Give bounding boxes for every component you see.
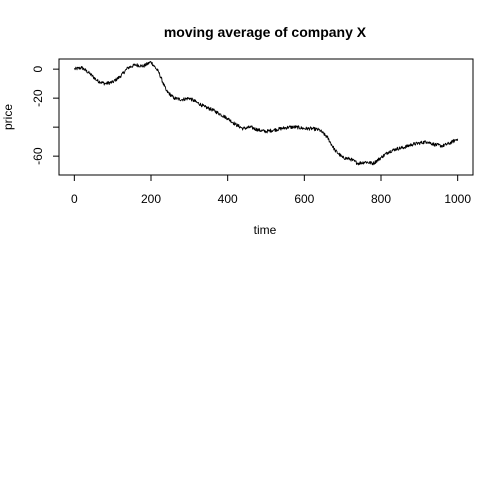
y-axis: 0 -20 -60 [31, 65, 60, 165]
x-axis-label: time [254, 223, 277, 237]
x-tick-label: 600 [294, 192, 314, 206]
x-tick-label: 800 [371, 192, 391, 206]
x-tick-label: 1000 [444, 192, 471, 206]
series-layer [73, 61, 459, 166]
x-axis: 0 200 400 600 800 1000 [71, 174, 471, 206]
x-tick-label: 200 [141, 192, 161, 206]
y-tick-label: 0 [31, 65, 45, 72]
chart-title: moving average of company X [164, 24, 367, 40]
x-tick-label: 0 [71, 192, 78, 206]
y-tick-label: -60 [31, 147, 45, 165]
series-line [73, 61, 459, 166]
x-tick-label: 400 [218, 192, 238, 206]
y-axis-label: price [1, 104, 15, 130]
y-tick-label: -20 [31, 89, 45, 107]
